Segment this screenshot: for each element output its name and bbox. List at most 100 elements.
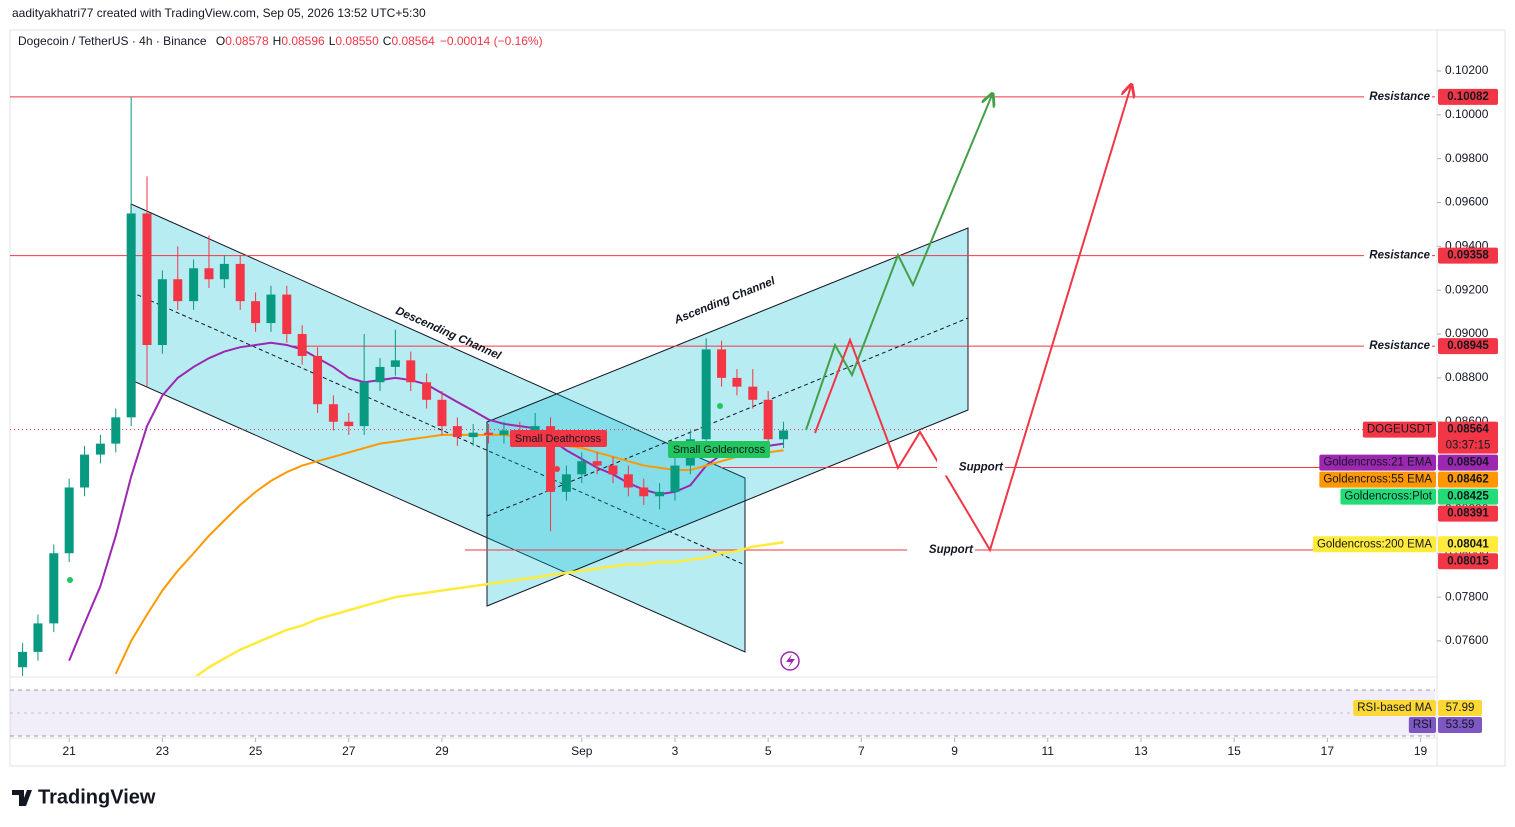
price-label-bg (1438, 553, 1498, 570)
candle-body (173, 279, 183, 302)
bearish-projection (814, 86, 1131, 553)
x-tick-label: 17 (1321, 744, 1335, 758)
candle-body (437, 399, 447, 427)
x-tick-label: 23 (156, 744, 170, 758)
candle-body (484, 432, 494, 435)
candle-body (18, 651, 28, 668)
candle-body (406, 360, 416, 383)
signal-dot (717, 403, 723, 409)
rsi-pane (10, 689, 1435, 737)
credit: aadityakhatri77 created with TradingView… (12, 6, 426, 20)
x-tick-label: 15 (1227, 744, 1241, 758)
series-label: Goldencross:200 EMA (1317, 538, 1432, 550)
candle-body (390, 360, 400, 367)
price-label: 0.08015 (1447, 555, 1489, 567)
y-tick-label: 0.08800 (1445, 370, 1489, 384)
series-label: Goldencross:Plot (1344, 491, 1432, 503)
x-tick-label: 9 (951, 744, 958, 758)
level-label: Resistance (1369, 340, 1430, 352)
candle-body (732, 377, 742, 387)
countdown: 03:37:15 (1446, 440, 1491, 452)
series-label-bg (1319, 471, 1436, 488)
deathcross-label: Small Deathcross (515, 433, 602, 445)
series-label: DOGEUSDT (1367, 424, 1432, 436)
candle-body (577, 461, 587, 475)
rsi-name: RSI (1413, 719, 1432, 731)
price-label-bg (1438, 454, 1498, 471)
candle-body (95, 443, 105, 455)
x-tick-label: Sep (571, 744, 593, 758)
ohlc-value: 0.08564 (391, 34, 435, 48)
candle-body (592, 461, 602, 466)
deathcross-box (510, 430, 607, 447)
projections (805, 86, 1131, 553)
level-label-bg (1364, 247, 1432, 264)
candle-body (452, 426, 462, 438)
x-tick-label: 19 (1414, 744, 1428, 758)
signal-dot (554, 466, 560, 472)
price-label-bg (1438, 247, 1498, 264)
candle-body (80, 454, 90, 488)
event-icon[interactable] (780, 651, 800, 671)
y-tick-label: 0.09200 (1445, 282, 1489, 296)
candle-body (33, 623, 43, 652)
price-label: 0.08945 (1447, 340, 1489, 352)
brand-logo: TradingView (12, 786, 156, 808)
level-label-bg (907, 541, 975, 558)
y-tick-label: 0.09800 (1445, 151, 1489, 165)
candle-body (623, 474, 633, 488)
candle-body (670, 465, 680, 492)
rsi-value: 57.99 (1446, 702, 1475, 714)
candle-body (639, 487, 649, 497)
candle-body (344, 421, 354, 427)
level-label-bg (1364, 338, 1432, 355)
candle-body (763, 399, 773, 440)
candle-body (499, 430, 509, 435)
frame (9, 29, 1506, 767)
ohlc-change: −0.00014 (−0.16%) (440, 34, 543, 48)
series-label-bg (1362, 421, 1436, 438)
candle-body (748, 386, 758, 400)
ohlc-value: 0.08578 (225, 34, 269, 48)
price-label: 0.08041 (1447, 538, 1489, 550)
series-label-bg (1312, 536, 1436, 553)
candle-body (422, 382, 432, 400)
price-label-bg (1438, 338, 1498, 355)
price-label: 0.08391 (1447, 508, 1489, 520)
x-tick-label: 3 (672, 744, 679, 758)
level-label: Resistance (1369, 91, 1430, 103)
y-tick-label: 0.10200 (1445, 63, 1489, 77)
rsi-value-bg (1438, 700, 1482, 716)
ohlc-value: 0.08550 (335, 34, 379, 48)
price-label: 0.08425 (1447, 491, 1489, 503)
brand: TradingView (38, 786, 156, 808)
x-tick-label: 7 (858, 744, 865, 758)
candle-body (328, 404, 338, 422)
candle-body (546, 426, 556, 492)
candle-body (717, 349, 727, 378)
ohlc-label: C (383, 34, 392, 48)
price-label-bg (1438, 88, 1498, 105)
x-tick-label: 11 (1042, 744, 1055, 758)
candle-body (251, 301, 261, 324)
price-label: 0.09358 (1447, 250, 1489, 262)
ohlc-label: L (329, 34, 336, 48)
price-label: 0.10082 (1447, 91, 1489, 103)
rsi-name-bg (1353, 700, 1436, 716)
candle-body (561, 474, 571, 492)
candle-body (779, 430, 789, 440)
price-label: 0.08564 (1447, 424, 1489, 436)
candle-body (157, 279, 167, 345)
candle-body (235, 263, 245, 302)
candle-body (189, 268, 199, 302)
candle-body (608, 465, 618, 475)
candle-body (142, 213, 152, 345)
logo-mark (12, 790, 32, 806)
price-label-bg (1438, 536, 1498, 553)
x-tick-label: 13 (1134, 744, 1148, 758)
ema-line (194, 541, 784, 676)
series-label-bg (1319, 454, 1436, 471)
x-tick-label: 5 (765, 744, 772, 758)
